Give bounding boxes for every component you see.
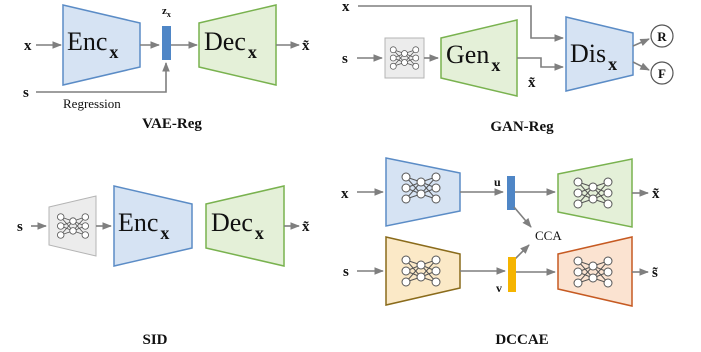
gan-reg-panel: x s Gen x x̃ Dis x R F GAN-Reg (342, 0, 674, 135)
arrow-dis-to-real (632, 38, 650, 47)
vae-input-s: s (23, 85, 29, 101)
dccae-output-x: x̃ (652, 186, 660, 202)
sid-encoder-block (113, 185, 193, 267)
dccae-encoder-s (385, 236, 461, 306)
regression-label: Regression (63, 96, 121, 111)
dccae-latent-u-label: u (494, 175, 501, 189)
dccae-latent-v-label: v (496, 281, 502, 295)
fake-output-label: F (658, 66, 666, 81)
gan-discriminator-block (565, 16, 634, 92)
vae-reg-title: VAE-Reg (142, 116, 202, 132)
vae-decoder-label: Dec x (204, 27, 257, 62)
cca-label: CCA (535, 228, 562, 243)
dccae-decoder-s (557, 236, 633, 307)
vae-reg-panel: x Enc x zx Dec x x̃ s Regression VAE-Reg (23, 4, 310, 132)
gan-generated: x̃ (528, 75, 536, 91)
sid-input-s: s (17, 219, 23, 235)
vae-input-x: x (24, 38, 32, 54)
sid-output: x̃ (302, 219, 310, 235)
dccae-input-x: x (341, 186, 349, 202)
sid-encoder-label: Enc x (118, 208, 169, 243)
vae-encoder-block (62, 4, 141, 86)
arrow-dis-to-fake (632, 61, 650, 71)
gan-generator-block (440, 19, 518, 97)
fake-output-node (650, 61, 674, 85)
dccae-latent-u (507, 176, 515, 210)
dccae-input-s: s (343, 264, 349, 280)
arrow-u-to-cca (513, 206, 532, 228)
gan-discriminator-label: Dis x (570, 39, 617, 74)
sid-net-block (48, 195, 97, 257)
sid-title: SID (142, 332, 167, 348)
arrow-gen-to-dis (517, 57, 564, 71)
gan-generator-label: Gen x (446, 40, 500, 75)
vae-decoder-block (198, 4, 277, 86)
dccae-panel: x u x̃ CCA s v s̃ DCCAE (341, 157, 660, 348)
arrow-x-to-dis (358, 5, 564, 42)
sid-decoder-block (205, 185, 285, 267)
gan-reg-title: GAN-Reg (490, 119, 554, 135)
gan-input-s: s (342, 51, 348, 67)
vae-latent-label: zx (162, 5, 171, 19)
dccae-title: DCCAE (495, 332, 548, 348)
vae-encoder-label: Enc x (67, 27, 118, 62)
arrow-v-to-cca (513, 244, 530, 261)
dccae-decoder-x (557, 158, 633, 228)
dccae-latent-v (508, 257, 516, 292)
regression-arrow (36, 62, 170, 93)
sid-panel: s Enc x Dec x x̃ SID (17, 185, 310, 348)
dccae-output-s: s̃ (652, 265, 658, 281)
vae-output: x̃ (302, 38, 310, 54)
gan-input-x: x (342, 0, 350, 15)
real-output-label: R (657, 29, 667, 44)
sid-decoder-label: Dec x (211, 208, 264, 243)
real-output-node (650, 24, 674, 48)
vae-latent-z (162, 26, 171, 60)
